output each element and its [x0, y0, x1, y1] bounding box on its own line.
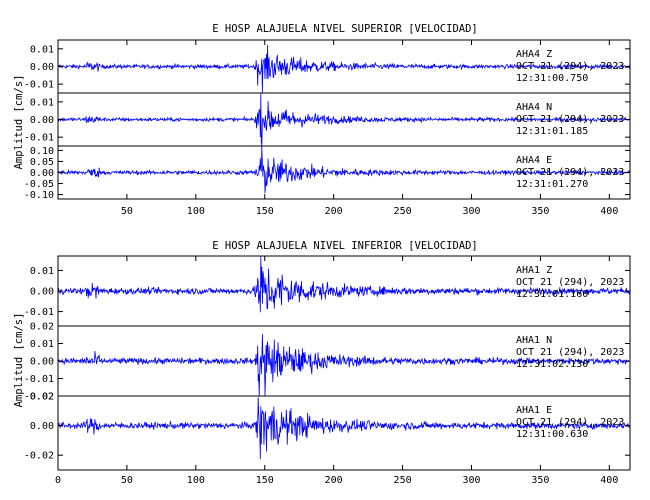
waveform-trace — [57, 397, 631, 460]
x-axis: 50 100 150 200 250 300 350 400 — [121, 40, 618, 217]
x-tick-label: 200 — [325, 475, 343, 486]
panel-frame — [57, 395, 631, 471]
y-tick-label: -0.01 — [24, 80, 54, 91]
y-tick-label: -0.10 — [24, 190, 54, 201]
x-tick-label: 300 — [462, 206, 480, 217]
x-tick-label: 200 — [325, 206, 343, 217]
y-tick-label: 0.10 — [30, 146, 54, 157]
lower-level-seismogram-group: E HOSP ALAJUELA NIVEL INFERIOR [VELOCIDA… — [13, 240, 631, 486]
y-tick-label: 0.00 — [30, 62, 54, 73]
y-tick-label: 0.00 — [30, 168, 54, 179]
x-tick-label: 250 — [394, 206, 412, 217]
date-label: OCT 21 (294), 2023 — [516, 347, 624, 358]
y-tick-label: 0.00 — [30, 287, 54, 298]
date-label: OCT 21 (294), 2023 — [516, 167, 624, 178]
x-tick-label: 400 — [600, 475, 618, 486]
waveform-trace — [57, 255, 631, 313]
y-tick-label: 0.01 — [30, 97, 54, 108]
time-label: 12:31:01.160 — [516, 289, 588, 300]
y-tick-label: -0.05 — [24, 179, 54, 190]
y-tick-label: -0.02 — [24, 392, 54, 403]
time-label: 12:31:01.270 — [516, 179, 588, 190]
x-tick-label: 100 — [187, 475, 205, 486]
time-label: 12:31:01.185 — [516, 126, 588, 137]
x-tick-label: 350 — [531, 206, 549, 217]
chart-title: E HOSP ALAJUELA NIVEL INFERIOR [VELOCIDA… — [212, 240, 478, 252]
station-label: AHA1 E — [516, 405, 552, 416]
x-tick-label: 0 — [55, 475, 61, 486]
x-tick-label: 400 — [600, 206, 618, 217]
y-tick-label: -0.01 — [24, 307, 54, 318]
station-label: AHA4 N — [516, 102, 552, 113]
y-tick-label: -0.02 — [24, 451, 54, 462]
y-tick-label: 0.01 — [30, 44, 54, 55]
x-tick-label: 50 — [121, 206, 133, 217]
y-tick-label: 0.01 — [30, 339, 54, 350]
y-axis-label: Amplitud [cm/s] — [13, 313, 25, 408]
upper-level-seismogram-group: E HOSP ALAJUELA NIVEL SUPERIOR [VELOCIDA… — [13, 23, 631, 217]
x-tick-label: 150 — [256, 475, 274, 486]
date-label: OCT 21 (294), 2023 — [516, 277, 624, 288]
x-tick-label: 250 — [394, 475, 412, 486]
x-tick-label: 150 — [256, 206, 274, 217]
date-label: OCT 21 (294), 2023 — [516, 417, 624, 428]
y-tick-label: 0.02 — [30, 392, 54, 403]
y-tick-label: -0.01 — [24, 133, 54, 144]
date-label: OCT 21 (294), 2023 — [516, 114, 624, 125]
time-label: 12:31:00.630 — [516, 429, 588, 440]
y-tick-label: 0.01 — [30, 266, 54, 277]
y-tick-label: 0.02 — [30, 322, 54, 333]
y-axis-label: Amplitud [cm/s] — [13, 75, 25, 170]
station-label: AHA4 E — [516, 155, 552, 166]
x-tick-label: 50 — [121, 475, 133, 486]
waveform-trace — [57, 92, 631, 147]
time-label: 12:31:02.130 — [516, 359, 588, 370]
waveform-trace — [57, 44, 631, 94]
x-axis: 0 50 100 150 200 250 300 350 400 — [55, 256, 618, 486]
x-tick-label: 350 — [531, 475, 549, 486]
time-label: 12:31:00.750 — [516, 73, 588, 84]
waveform-trace — [57, 333, 631, 397]
waveform-trace — [57, 145, 631, 194]
y-tick-label: 0.00 — [30, 115, 54, 126]
y-tick-label: 0.00 — [30, 357, 54, 368]
station-label: AHA1 N — [516, 335, 552, 346]
date-label: OCT 21 (294), 2023 — [516, 61, 624, 72]
y-tick-label: 0.00 — [30, 421, 54, 432]
station-label: AHA4 Z — [516, 49, 552, 60]
y-tick-label: 0.05 — [30, 157, 54, 168]
x-tick-label: 300 — [462, 475, 480, 486]
x-tick-label: 100 — [187, 206, 205, 217]
y-tick-label: -0.01 — [24, 374, 54, 385]
chart-title: E HOSP ALAJUELA NIVEL SUPERIOR [VELOCIDA… — [212, 23, 478, 35]
station-label: AHA1 Z — [516, 265, 552, 276]
